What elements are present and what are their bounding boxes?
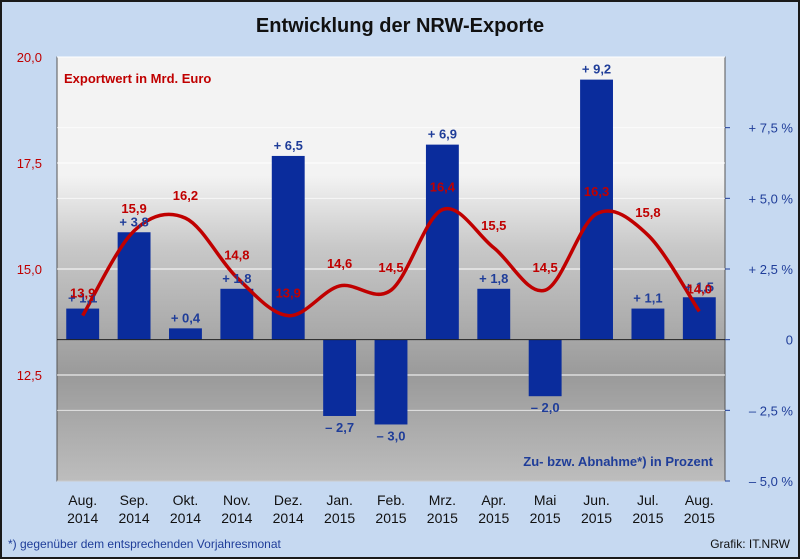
x-axis-month-label: Mai (534, 492, 557, 508)
left-axis-tick-label: 12,5 (17, 368, 42, 383)
line-value-label: 15,8 (635, 205, 660, 220)
line-value-label: 14,5 (378, 260, 403, 275)
x-axis-month-label: Apr. (481, 492, 506, 508)
x-axis-month-label: Jan. (326, 492, 352, 508)
right-axis-tick-label: 0 (786, 333, 793, 348)
line-value-label: 13,9 (70, 286, 95, 301)
x-axis-year-label: 2015 (684, 510, 715, 526)
bar-value-label: + 1,8 (222, 271, 251, 286)
bar-series-label: Zu- bzw. Abnahme*) in Prozent (523, 454, 713, 469)
bar (631, 308, 665, 340)
line-value-label: 15,5 (481, 218, 506, 233)
line-value-label: 14,0 (687, 281, 712, 296)
line-value-label: 15,9 (121, 201, 146, 216)
bar-value-label: – 3,0 (377, 428, 406, 443)
bar-value-label: – 2,7 (325, 420, 354, 435)
x-axis-year-label: 2014 (170, 510, 201, 526)
left-axis-tick-label: 17,5 (17, 156, 42, 171)
x-axis-month-label: Sep. (120, 492, 149, 508)
x-axis-month-label: Okt. (173, 492, 199, 508)
left-axis-tick-label: 15,0 (17, 262, 42, 277)
x-axis-month-label: Aug. (68, 492, 97, 508)
x-axis-month-label: Jul. (637, 492, 659, 508)
line-value-label: 14,8 (224, 247, 249, 262)
x-axis-year-label: 2014 (67, 510, 98, 526)
line-value-label: 13,9 (276, 286, 301, 301)
right-axis-tick-label: – 2,5 % (749, 403, 794, 418)
bar (477, 288, 511, 340)
bars (66, 79, 716, 425)
bar (169, 328, 202, 340)
line-value-label: 14,6 (327, 256, 352, 271)
bar (682, 297, 716, 340)
x-axis-year-label: 2015 (632, 510, 663, 526)
right-axis-tick-label: + 7,5 % (749, 121, 794, 136)
export-value-line (81, 206, 701, 318)
x-axis-year-label: 2014 (273, 510, 304, 526)
line-series (81, 206, 701, 318)
bar-value-label: + 1,1 (68, 291, 97, 306)
x-axis-year-label: 2015 (581, 510, 612, 526)
bar (323, 339, 357, 416)
bar (117, 232, 151, 340)
bar (220, 288, 254, 340)
gridlines (57, 56, 725, 482)
bar-value-label: + 1,5 (685, 279, 714, 294)
x-axis-year-label: 2014 (221, 510, 252, 526)
x-axis-year-label: 2014 (118, 510, 149, 526)
x-axis-month-label: Jun. (583, 492, 609, 508)
source-credit: Grafik: IT.NRW (710, 537, 790, 551)
bar-value-label: + 0,4 (171, 310, 201, 325)
x-axis-month-label: Dez. (274, 492, 303, 508)
x-axis-year-label: 2015 (324, 510, 355, 526)
bar-value-label: – 2,0 (531, 400, 560, 415)
right-axis-tick-label: + 2,5 % (749, 262, 794, 277)
line-value-label: 16,2 (173, 188, 198, 203)
bar (528, 339, 562, 397)
line-series-label: Exportwert in Mrd. Euro (64, 71, 211, 86)
right-axis-tick-label: + 5,0 % (749, 191, 794, 206)
x-axis-year-label: 2015 (478, 510, 509, 526)
bar (374, 339, 408, 425)
left-axis-tick-label: 20,0 (17, 50, 42, 65)
bar-value-label: + 9,2 (582, 62, 611, 77)
x-axis-year-label: 2015 (375, 510, 406, 526)
x-axis-year-label: 2015 (530, 510, 561, 526)
bar (425, 144, 459, 340)
x-axis-year-label: 2015 (427, 510, 458, 526)
bar-value-label: + 1,1 (633, 291, 662, 306)
bar-value-label: + 6,5 (274, 138, 303, 153)
bar (271, 155, 305, 340)
line-value-label: 14,5 (532, 260, 557, 275)
footnote: *) gegenüber dem entsprechenden Vorjahre… (8, 537, 282, 551)
axes: 12,5 15,0 17,5 20,0 – 5,0 % – 2,5 % 0 + 2,5 % + … (17, 50, 794, 526)
bar-value-label: + 1,8 (479, 271, 508, 286)
data-labels: + 1,1 + 3,8 + 0,4 + 1,8 + 6,5 – 2,7 – 3,0 + 6,9… (68, 62, 714, 444)
right-axis-tick-label: – 5,0 % (749, 474, 794, 489)
x-axis-month-label: Feb. (377, 492, 405, 508)
line-value-label: 16,3 (584, 184, 609, 199)
x-axis-month-label: Nov. (223, 492, 251, 508)
chart-title: Entwicklung der NRW-Exporte (256, 15, 544, 37)
x-axis-month-label: Mrz. (429, 492, 456, 508)
bar-value-label: + 6,9 (428, 127, 457, 142)
bar-value-label: + 3,8 (119, 214, 148, 229)
x-axis-month-label: Aug. (685, 492, 714, 508)
line-value-label: 16,4 (430, 180, 456, 195)
